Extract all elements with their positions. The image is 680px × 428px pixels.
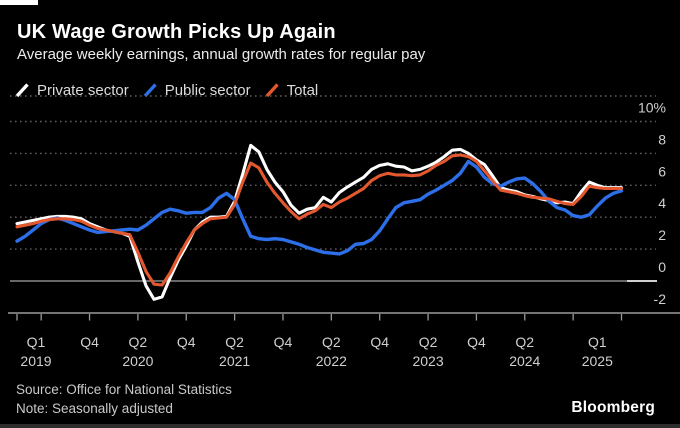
- legend-label: Private sector: [37, 81, 129, 99]
- note-text: Note: Seasonally adjusted: [16, 401, 173, 416]
- line-swatch-icon: [265, 83, 279, 98]
- gridlines: [10, 95, 657, 282]
- page-title: UK Wage Growth Picks Up Again: [17, 21, 336, 43]
- y-tick-label: 6: [658, 163, 666, 179]
- y-tick-label: 10%: [638, 100, 666, 116]
- legend-item-public-sector: Public sector: [143, 82, 251, 99]
- x-tick-quarter-label: Q2: [129, 334, 148, 350]
- x-tick-quarter-label: Q2: [225, 334, 244, 350]
- x-tick-quarter-label: Q2: [322, 334, 341, 350]
- x-tick-year-label: 2023: [412, 353, 443, 369]
- x-tick-quarter-label: Q4: [80, 334, 99, 350]
- series-lines: [15, 143, 624, 301]
- y-tick-label: 4: [658, 195, 666, 211]
- x-tick-year-label: 2021: [219, 353, 250, 369]
- x-tick-year-label: 2020: [122, 353, 153, 369]
- y-tick-label: -2: [654, 291, 667, 307]
- y-tick-label: 0: [658, 259, 666, 275]
- bloomberg-logo: Bloomberg: [571, 399, 655, 416]
- x-tick-quarter-label: Q2: [515, 334, 534, 350]
- x-tick-quarter-label: Q1: [588, 334, 607, 350]
- line-swatch-icon: [143, 83, 157, 98]
- x-axis-labels: Q1 2019 Q4 Q2 2020 Q4 Q2 2021 Q4 Q2 2022 Q4 Q2 2023 Q4…: [20, 334, 613, 369]
- x-tick-year-label: 2022: [316, 353, 347, 369]
- y-tick-label: 8: [658, 131, 666, 147]
- x-tick-quarter-label: Q4: [177, 334, 196, 350]
- x-tick-quarter-label: Q4: [467, 334, 486, 350]
- source-text: Source: Office for National Statistics: [16, 382, 232, 397]
- x-tick-quarter-label: Q2: [419, 334, 438, 350]
- x-tick-quarter-label: Q4: [274, 334, 293, 350]
- series-line-public-sector: [15, 159, 624, 256]
- page-subtitle: Average weekly earnings, annual growth r…: [17, 46, 426, 63]
- legend-item-private-sector: Private sector: [15, 82, 129, 99]
- legend-label: Public sector: [164, 81, 251, 99]
- line-swatch-icon: [15, 83, 29, 98]
- bottom-edge-bar: [0, 424, 680, 428]
- x-tick-year-label: 2024: [509, 353, 540, 369]
- legend-label: Total: [286, 81, 319, 99]
- y-axis-labels: 10% 8 6 4 2 0 -2: [638, 100, 666, 307]
- series-line-total: [15, 153, 624, 287]
- y-tick-label: 2: [658, 227, 666, 243]
- x-axis: [8, 312, 680, 321]
- top-left-accent-bar: [0, 0, 38, 5]
- x-tick-year-label: 2019: [20, 353, 51, 369]
- series-line-private-sector: [15, 143, 624, 301]
- chart-legend: Private sector Public sector Total: [15, 80, 318, 100]
- x-tick-year-label: 2025: [582, 353, 613, 369]
- legend-item-total: Total: [265, 81, 319, 99]
- x-tick-quarter-label: Q1: [27, 334, 46, 350]
- x-tick-quarter-label: Q4: [370, 334, 389, 350]
